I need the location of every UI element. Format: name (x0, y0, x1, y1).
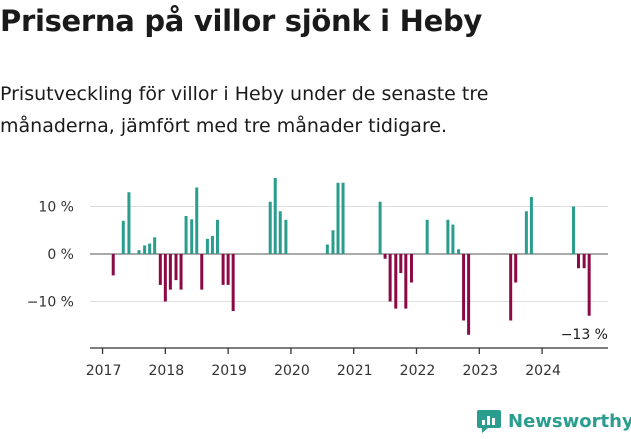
chart-title: Priserna på villor sjönk i Heby (0, 4, 483, 38)
newsworthy-icon (477, 410, 501, 433)
bar-positive (325, 244, 329, 254)
bar-negative (467, 254, 471, 335)
axis-labels: 10 % 0 % −10 % 2017 2018 2019 2020 2021 2022 2023… (27, 200, 561, 380)
brand-name: Newsworthy (508, 410, 631, 432)
bar-negative (587, 254, 591, 316)
bar-negative (174, 254, 178, 281)
bar-positive (268, 201, 272, 254)
bar-positive (331, 230, 335, 254)
bar-negative (231, 254, 235, 311)
x-tick-label: 2017 (86, 363, 122, 379)
x-tick-label: 2022 (400, 363, 436, 379)
last-value-label: −13 % (561, 327, 608, 343)
bar-positive (143, 245, 147, 254)
bar-negative (399, 254, 403, 273)
x-tick-label: 2018 (149, 363, 185, 379)
bar-positive (524, 211, 528, 254)
bar-negative (388, 254, 392, 302)
bar-positive (446, 219, 450, 254)
bar-positive (378, 201, 382, 254)
bar-positive (336, 182, 340, 254)
bar-positive (278, 211, 282, 254)
x-tick-label: 2024 (525, 363, 561, 379)
chart-subtitle: Prisutveckling för villor i Heby under d… (0, 83, 489, 137)
bar-negative (163, 254, 167, 302)
bar-positive (121, 220, 125, 254)
bar-negative (200, 254, 204, 290)
bar-positive (529, 197, 533, 254)
bar-positive (284, 219, 288, 254)
bar-positive (148, 243, 152, 254)
bar-negative (582, 254, 586, 269)
bar-negative (576, 254, 580, 269)
bar-negative (409, 254, 413, 283)
bar-positive (205, 238, 209, 254)
bar-negative (462, 254, 466, 321)
bar-negative (514, 254, 518, 283)
bar-positive (425, 219, 429, 254)
bar-positive (190, 219, 194, 254)
bar-positive (571, 206, 575, 254)
bar-positive (457, 249, 461, 254)
newsworthy-logo: Newsworthy (476, 408, 631, 434)
x-tick-label: 2021 (337, 363, 373, 379)
bar-negative (404, 254, 408, 309)
bar-negative (168, 254, 172, 290)
y-tick-label: −10 % (27, 295, 74, 311)
bar-positive (341, 182, 345, 254)
x-tick-label: 2019 (211, 363, 247, 379)
bar-positive (184, 216, 188, 254)
x-tick-label: 2020 (274, 363, 310, 379)
bar-negative (179, 254, 183, 290)
x-tick-label: 2023 (462, 363, 498, 379)
bar-negative (221, 254, 225, 285)
bar-positive (273, 178, 277, 254)
y-tick-label: 0 % (47, 247, 74, 263)
bar-negative (226, 254, 230, 285)
x-axis (90, 347, 608, 354)
bar-negative (158, 254, 162, 285)
bar-positive (137, 250, 141, 254)
bar-positive (215, 219, 219, 254)
bar-positive (127, 192, 131, 254)
bars (111, 178, 591, 335)
bar-negative (111, 254, 115, 276)
bar-positive (210, 235, 214, 254)
bar-negative (383, 254, 387, 259)
bar-chart: 10 % 0 % −10 % 2017 2018 2019 2020 2021 2022 2023… (27, 178, 608, 380)
y-tick-label: 10 % (38, 200, 74, 216)
bar-negative (394, 254, 398, 309)
bar-positive (195, 187, 199, 254)
bar-positive (153, 237, 157, 254)
bar-positive (451, 224, 455, 254)
bar-negative (509, 254, 513, 321)
